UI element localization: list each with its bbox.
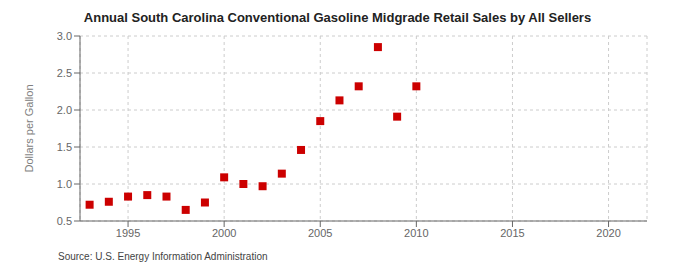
svg-text:2000: 2000 — [212, 227, 236, 239]
html-text:Source: U.S. Energy Informatio: Source: U.S. Energy Information Administ… — [58, 251, 268, 262]
svg-text:Dollars per Gallon: Dollars per Gallon — [23, 84, 35, 172]
svg-text:2005: 2005 — [308, 227, 332, 239]
svg-text:1.0: 1.0 — [57, 178, 72, 190]
svg-text:1995: 1995 — [116, 227, 140, 239]
svg-text:2.0: 2.0 — [57, 104, 72, 116]
svg-text:2020: 2020 — [596, 227, 620, 239]
html-text:Annual South Carolina Conventi: Annual South Carolina Conventional Gasol… — [83, 10, 592, 25]
svg-text:2.5: 2.5 — [57, 67, 72, 79]
svg-text:2010: 2010 — [404, 227, 428, 239]
svg-text:2015: 2015 — [500, 227, 524, 239]
svg-text:1.5: 1.5 — [57, 141, 72, 153]
svg-text:3.0: 3.0 — [57, 30, 72, 42]
svg-text:0.5: 0.5 — [57, 215, 72, 227]
